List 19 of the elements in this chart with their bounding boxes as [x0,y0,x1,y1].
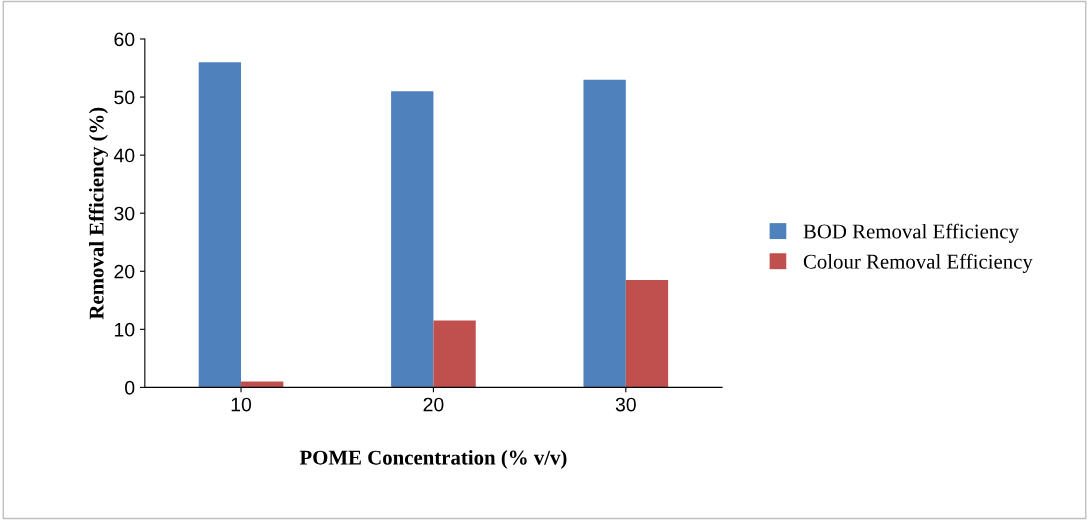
legend-label: Colour Removal Efficiency [803,253,1033,273]
y-tick-label: 50 [114,90,135,105]
y-axis-title: Removal Efficiency (%) [88,107,108,320]
y-tick-label: 10 [114,322,135,337]
y-tick-label: 30 [114,206,135,221]
x-axis-title: POME Concentration (% v/v) [299,449,567,469]
y-tick-label: 0 [125,380,135,395]
bar [198,62,242,388]
bar [625,279,669,388]
x-tick-label: 10 [231,397,252,412]
x-tick-label: 30 [615,397,636,412]
legend-label: BOD Removal Efficiency [803,223,1019,243]
bar [583,79,626,388]
y-tick-label: 60 [114,32,135,47]
bar [433,320,476,388]
y-tick-label: 20 [114,264,135,279]
bar [391,91,434,388]
y-tick-label: 40 [113,148,135,163]
x-tick-label: 20 [423,397,444,412]
